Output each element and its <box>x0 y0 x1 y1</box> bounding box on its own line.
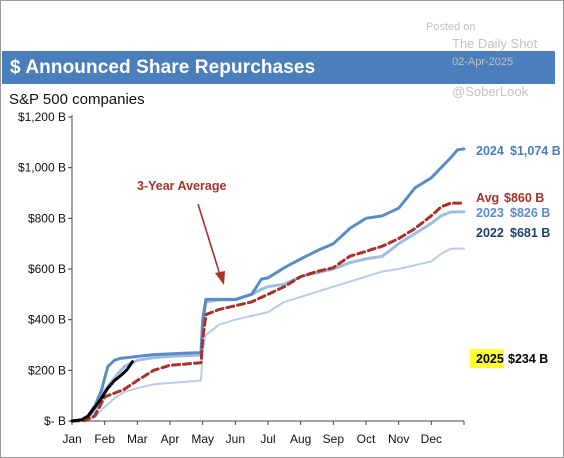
y-tick-label: $1,200 B <box>18 110 66 124</box>
y-tick-label: $200 B <box>28 363 66 377</box>
y-tick-label: $600 B <box>28 262 66 276</box>
watermark-date: 02-Apr-2025 <box>452 56 514 68</box>
x-tick-label: Jan <box>62 432 81 446</box>
watermark-handle: @SoberLook <box>452 84 529 99</box>
title-bar <box>2 51 555 84</box>
series-value-2025: $234 B <box>508 352 548 366</box>
series-label-2024: 2024 <box>476 144 504 158</box>
highlight-2025 <box>470 349 504 368</box>
chart-title: $ Announced Share Repurchases <box>10 57 316 78</box>
x-tick-label: Oct <box>357 432 376 446</box>
y-tick-label: $- B <box>44 414 66 428</box>
y-tick-label: $800 B <box>28 211 66 225</box>
annotation-arrowhead <box>215 271 225 285</box>
series-line-2024 <box>70 147 466 423</box>
annotation-3yr-average: 3-Year Average <box>137 179 226 193</box>
series-value-avg: $860 B <box>504 191 544 205</box>
x-tick-label: Dec <box>421 432 442 446</box>
series-label-2023: 2023 <box>476 206 504 220</box>
x-tick-label: May <box>191 432 214 446</box>
y-tick-label: $400 B <box>28 313 66 327</box>
watermark-posted-on: Posted on <box>426 21 476 33</box>
watermark-source: The Daily Shot <box>452 36 538 51</box>
series-value-2023: $826 B <box>510 206 550 220</box>
series-value-2022: $681 B <box>510 226 550 240</box>
x-tick-label: Apr <box>161 432 180 446</box>
x-tick-label: Jun <box>226 432 245 446</box>
series-line-2025 <box>70 360 134 423</box>
annotation-arrow <box>197 203 222 279</box>
x-tick-label: Jul <box>260 432 275 446</box>
x-tick-label: Mar <box>127 432 148 446</box>
series-label-2025: 2025 <box>476 352 504 366</box>
series-label-avg: Avg <box>476 191 499 205</box>
x-tick-label: Aug <box>290 432 311 446</box>
x-tick-label: Feb <box>94 432 115 446</box>
series-line-avg <box>70 201 466 423</box>
series-label-2022: 2022 <box>476 226 504 240</box>
x-tick-label: Sep <box>323 432 345 446</box>
x-tick-label: Nov <box>388 432 409 446</box>
chart-subtitle: S&P 500 companies <box>9 91 145 108</box>
y-tick-label: $1,000 B <box>18 161 66 175</box>
series-value-2024: $1,074 B <box>510 144 561 158</box>
series-line-2022 <box>71 247 465 422</box>
